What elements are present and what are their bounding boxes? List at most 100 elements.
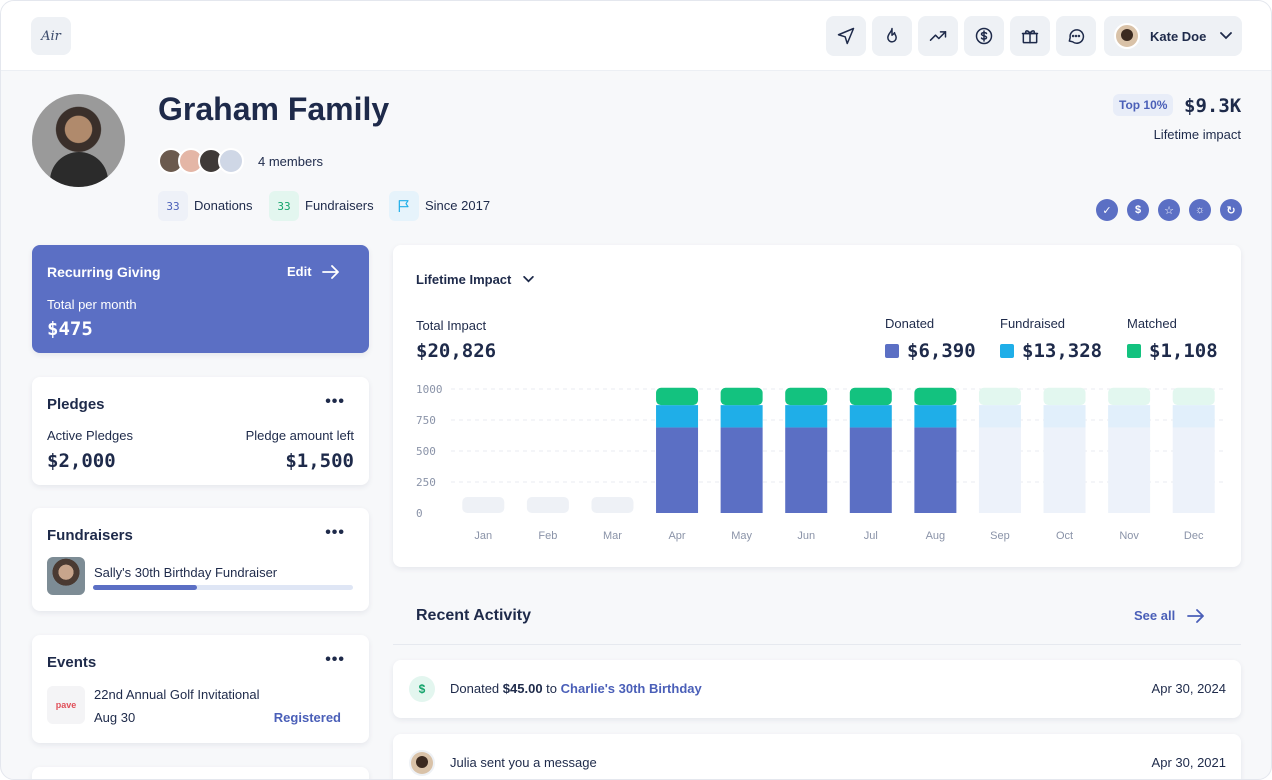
activity-row[interactable]: Julia sent you a message Apr 30, 2021: [393, 734, 1241, 779]
x-tick-label: Nov: [1119, 530, 1139, 542]
refresh-badge-icon[interactable]: ↻: [1220, 199, 1242, 221]
lifetime-impact-value: $9.3K: [1184, 95, 1242, 117]
chevron-down-icon: [1220, 32, 1233, 40]
pledge-left-value: $1,500: [285, 450, 354, 472]
impact-range-select[interactable]: Lifetime Impact: [416, 272, 535, 287]
flame-icon: [887, 27, 897, 43]
event-date: Aug 30: [94, 710, 136, 725]
activity-row[interactable]: $ Donated $45.00 to Charlie's 30th Birth…: [393, 660, 1241, 718]
recurring-title: Recurring Giving: [47, 264, 161, 280]
check-badge-icon[interactable]: ✓: [1096, 199, 1118, 221]
pledge-left-label: Pledge amount left: [245, 428, 354, 443]
bar-matched: [914, 387, 957, 406]
dollar-icon: [975, 27, 993, 45]
events-title: Events: [47, 654, 97, 671]
activity-text: Donated $45.00 to Charlie's 30th Birthda…: [450, 681, 702, 696]
y-tick-label: 1000: [416, 383, 443, 396]
bar-fundraised: [1172, 405, 1215, 428]
member-avatars[interactable]: [158, 148, 258, 174]
dollar-icon: $: [409, 676, 435, 702]
rank-badge: Top 10%: [1113, 94, 1174, 116]
gifts-button[interactable]: [1010, 16, 1050, 56]
legend-fundraised: $13,328: [1000, 340, 1102, 362]
bar-placeholder: [591, 497, 634, 513]
donate-button[interactable]: [964, 16, 1004, 56]
fundraisers-more-icon[interactable]: •••: [325, 524, 345, 541]
x-tick-label: Feb: [538, 530, 557, 542]
user-avatar-icon: [409, 750, 435, 776]
see-all-link[interactable]: See all: [1134, 608, 1205, 623]
x-tick-label: Oct: [1056, 530, 1073, 542]
bar-matched: [656, 387, 699, 406]
legend-fundraised-value: $13,328: [1022, 340, 1103, 362]
active-pledges-label: Active Pledges: [47, 428, 133, 443]
x-tick-label: May: [731, 530, 752, 542]
activity-text: Julia sent you a message: [450, 755, 597, 770]
bar-matched: [785, 387, 828, 406]
send-button[interactable]: [826, 16, 866, 56]
y-tick-label: 750: [416, 414, 436, 427]
bar-donated: [720, 427, 763, 513]
family-avatar: [32, 94, 125, 187]
star-badge-icon[interactable]: ☆: [1158, 199, 1180, 221]
legend-donated-label: Donated: [885, 316, 935, 331]
bar-fundraised: [914, 405, 957, 428]
user-menu[interactable]: Kate Doe: [1104, 16, 1242, 56]
bar-matched: [849, 387, 892, 406]
top-bar: Air Kate Doe: [1, 1, 1271, 71]
activity-amount: $45.00: [502, 681, 543, 696]
messages-button[interactable]: [1056, 16, 1096, 56]
activity-link[interactable]: Charlie's 30th Birthday: [560, 681, 702, 696]
bar-donated: [785, 427, 828, 513]
impact-select-label: Lifetime Impact: [416, 272, 512, 287]
dollar-badge-icon[interactable]: $: [1127, 199, 1149, 221]
bar-donated: [914, 427, 957, 513]
impact-bar-chart: 1000 750 500 250 0 Jan Feb Mar Apr May Jun Jul Aug Se…: [416, 383, 1226, 542]
recurring-subtitle: Total per month: [47, 297, 137, 312]
see-all-label: See all: [1134, 608, 1176, 623]
trends-button[interactable]: [918, 16, 958, 56]
sun-badge-icon[interactable]: ☼: [1189, 199, 1211, 221]
event-status[interactable]: Registered: [273, 710, 341, 725]
events-more-icon[interactable]: •••: [325, 651, 345, 668]
bar-placeholder: [462, 497, 505, 513]
total-impact-label: Total Impact: [416, 318, 487, 333]
edit-label: Edit: [287, 264, 312, 279]
recurring-amount: $475: [47, 318, 93, 340]
activity-date: Apr 30, 2024: [1151, 681, 1226, 696]
activity-mid: to: [546, 681, 558, 696]
fundraisers-title: Fundraisers: [47, 527, 133, 544]
bar-matched: [1043, 387, 1086, 406]
divider: [393, 644, 1241, 645]
legend-donated-value: $6,390: [907, 340, 976, 362]
x-tick-label: Aug: [926, 530, 946, 542]
lifetime-impact-card: Lifetime Impact Total Impact $20,826 Don…: [393, 245, 1241, 567]
legend-matched: $1,108: [1127, 340, 1218, 362]
legend-swatch: [1000, 344, 1014, 358]
lifetime-impact-label: Lifetime impact: [1153, 127, 1241, 142]
recent-activity-title: Recent Activity: [416, 607, 531, 624]
events-card: Events ••• pave 22nd Annual Golf Invitat…: [32, 635, 369, 743]
bar-donated: [1108, 427, 1151, 513]
fundraisers-label: Fundraisers: [305, 198, 374, 213]
edit-recurring-button[interactable]: Edit: [287, 264, 340, 279]
bar-donated: [656, 427, 699, 513]
app-logo[interactable]: Air: [31, 17, 71, 55]
bar-matched: [1172, 387, 1215, 406]
fundraisers-count: 33: [269, 191, 299, 221]
bar-fundraised: [720, 405, 763, 428]
streak-button[interactable]: [872, 16, 912, 56]
activity-date: Apr 30, 2021: [1151, 755, 1226, 770]
bar-donated: [1043, 427, 1086, 513]
trending-up-icon: [929, 31, 947, 41]
bar-matched: [720, 387, 763, 406]
send-icon: [837, 27, 855, 45]
event-name[interactable]: 22nd Annual Golf Invitational: [94, 687, 260, 702]
legend-swatch: [885, 344, 899, 358]
x-tick-label: Sep: [990, 530, 1010, 542]
fundraiser-name[interactable]: Sally's 30th Birthday Fundraiser: [94, 565, 278, 580]
pledges-more-icon[interactable]: •••: [325, 393, 345, 410]
bar-donated: [978, 427, 1021, 513]
legend-matched-label: Matched: [1127, 316, 1177, 331]
